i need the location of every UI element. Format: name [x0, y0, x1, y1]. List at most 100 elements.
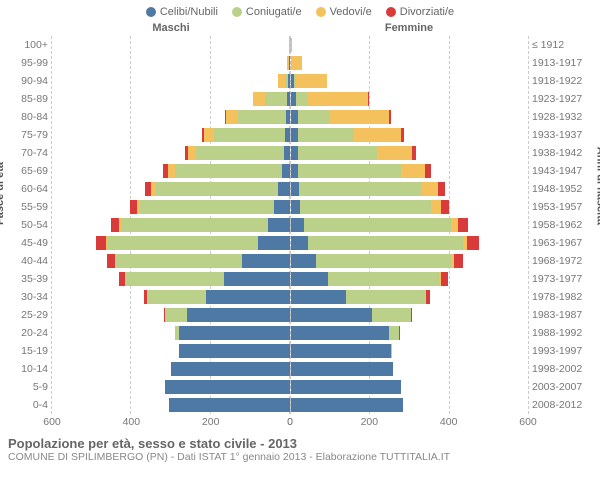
male-bar	[52, 308, 290, 322]
seg-m	[214, 128, 285, 142]
seg-s	[291, 290, 346, 304]
female-bar	[290, 290, 529, 304]
female-bar	[290, 326, 529, 340]
footer-title: Popolazione per età, sesso e stato civil…	[8, 436, 592, 451]
age-label: 60-64	[8, 183, 52, 195]
year-label: 1943-1947	[528, 165, 592, 177]
seg-s	[291, 344, 392, 358]
age-label: 90-94	[8, 75, 52, 87]
female-bar	[290, 182, 529, 196]
seg-m	[328, 272, 439, 286]
seg-d	[458, 218, 468, 232]
male-bar	[52, 38, 290, 52]
age-row: 60-64 1948-1952	[8, 180, 592, 198]
seg-m	[316, 254, 451, 268]
seg-w	[253, 92, 265, 106]
seg-s	[274, 200, 289, 214]
age-row: 100+≤ 1912	[8, 36, 592, 54]
female-bar	[290, 218, 529, 232]
age-row: 0-42008-2012	[8, 396, 592, 414]
seg-m	[196, 146, 283, 160]
age-label: 30-34	[8, 291, 52, 303]
seg-d	[107, 254, 115, 268]
male-bar	[52, 218, 290, 232]
x-axis: 0200400600 0200400600	[8, 416, 592, 430]
age-label: 50-54	[8, 219, 52, 231]
female-bar	[290, 308, 529, 322]
y-axis-right-label: Anni di nascita	[594, 147, 600, 225]
seg-s	[179, 344, 290, 358]
age-row: 25-291983-1987	[8, 306, 592, 324]
seg-m	[156, 182, 279, 196]
age-label: 85-89	[8, 93, 52, 105]
age-row: 80-841928-1932	[8, 108, 592, 126]
age-row: 30-34 1978-1982	[8, 288, 592, 306]
male-bar	[52, 380, 290, 394]
female-bar	[290, 254, 529, 268]
widowed-swatch	[316, 7, 326, 17]
seg-d	[389, 110, 391, 124]
year-label: 1938-1942	[528, 147, 592, 159]
seg-s	[291, 326, 390, 340]
seg-w	[330, 110, 389, 124]
seg-s	[291, 146, 298, 160]
age-row: 75-791933-1937	[8, 126, 592, 144]
seg-s	[291, 164, 299, 178]
seg-d	[412, 146, 416, 160]
year-label: 1968-1972	[528, 255, 592, 267]
female-bar	[290, 164, 529, 178]
female-bar	[290, 344, 529, 358]
legend-label: Divorziati/e	[400, 6, 454, 18]
seg-s	[291, 398, 404, 412]
legend-label: Vedovi/e	[330, 6, 372, 18]
seg-d	[438, 182, 445, 196]
seg-d	[425, 164, 431, 178]
female-bar	[290, 92, 529, 106]
age-row: 15-191993-1997	[8, 342, 592, 360]
age-label: 95-99	[8, 57, 52, 69]
age-row: 90-941918-1922	[8, 72, 592, 90]
female-bar	[290, 146, 529, 160]
year-label: 1928-1932	[528, 111, 592, 123]
seg-s	[282, 164, 290, 178]
legend-item: Celibi/Nubili	[146, 6, 218, 18]
legend-item: Coniugati/e	[232, 6, 302, 18]
female-bar	[290, 236, 529, 250]
seg-s	[169, 398, 290, 412]
seg-w	[278, 74, 285, 88]
male-bar	[52, 254, 290, 268]
age-label: 70-74	[8, 147, 52, 159]
legend: Celibi/Nubili Coniugati/e Vedovi/e Divorzia…	[8, 6, 592, 18]
year-label: 1963-1967	[528, 237, 592, 249]
seg-w	[422, 182, 438, 196]
seg-m	[298, 110, 330, 124]
age-label: 40-44	[8, 255, 52, 267]
year-label: 1948-1952	[528, 183, 592, 195]
seg-s	[242, 254, 290, 268]
pyramid-chart: Fasce di età Anni di nascita 100+≤ 19129…	[8, 36, 592, 414]
year-label: 1958-1962	[528, 219, 592, 231]
legend-label: Celibi/Nubili	[160, 6, 218, 18]
male-bar	[52, 56, 290, 70]
age-label: 45-49	[8, 237, 52, 249]
seg-m	[304, 218, 450, 232]
legend-label: Coniugati/e	[246, 6, 302, 18]
age-row: 40-44 1968-1972	[8, 252, 592, 270]
year-label: 1998-2002	[528, 363, 592, 375]
year-label: 2003-2007	[528, 381, 592, 393]
male-bar	[52, 128, 290, 142]
male-bar	[52, 164, 290, 178]
year-label: 1978-1982	[528, 291, 592, 303]
seg-m	[346, 290, 425, 304]
header-male: Maschi	[52, 22, 290, 34]
divorced-swatch	[386, 7, 396, 17]
seg-s	[291, 380, 402, 394]
seg-d	[96, 236, 106, 250]
married-swatch	[232, 7, 242, 17]
seg-w	[401, 164, 425, 178]
seg-m	[147, 290, 206, 304]
seg-w	[204, 128, 214, 142]
female-bar	[290, 38, 529, 52]
seg-m	[107, 236, 257, 250]
age-label: 55-59	[8, 201, 52, 213]
